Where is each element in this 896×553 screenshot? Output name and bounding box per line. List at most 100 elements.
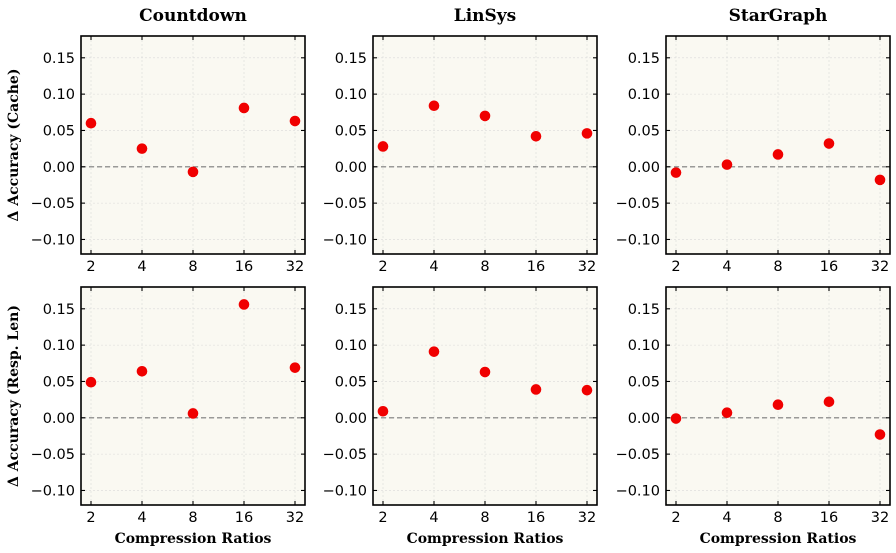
panel-r0c1-point-32 — [581, 128, 593, 139]
panel-r0c1-point-8 — [479, 110, 491, 122]
panel-r1c2-ytick-label: 0.00 — [628, 411, 660, 427]
panel-r1c2-ytick-label: 0.10 — [628, 338, 660, 354]
panel-r0c0-ytick-label: 0.15 — [43, 51, 75, 67]
panel-r1c1-point-16 — [530, 384, 542, 395]
panel-r1c2-ytick-label: 0.15 — [628, 302, 660, 318]
panel-r0c0-ytick-label: −0.05 — [31, 196, 75, 212]
panel-r1c0-xtick-label: 2 — [86, 510, 95, 526]
panel-r0c2-point-2 — [670, 167, 682, 178]
panel-r0c2-xtick-label: 2 — [671, 259, 680, 275]
panel-r0c2-xtick-label: 4 — [722, 259, 731, 275]
panel-r1c1-ytick-label: 0.00 — [335, 411, 367, 427]
panel-r0c0-xtick-label: 16 — [235, 259, 253, 275]
panel-r0c0-point-16 — [238, 102, 250, 114]
panel-r1c1-ytick-label: 0.05 — [335, 374, 367, 390]
panel-r0c0-xtick-label: 32 — [286, 259, 304, 275]
x-label-col-1: Compression Ratios — [115, 531, 272, 547]
panel-r0c0-ytick-label: 0.10 — [43, 87, 75, 103]
panel-r1c1-xtick-label: 16 — [527, 510, 545, 526]
panel-r1c1-point-4 — [428, 346, 440, 357]
panel-r1c1-point-2 — [377, 405, 389, 417]
panel-r1c1-xtick-label: 4 — [429, 510, 438, 526]
panel-r0c2-xtick-label: 8 — [773, 259, 782, 275]
panel-r1c0-xtick-label: 32 — [286, 510, 304, 526]
panel-r0c1-ytick-label: −0.05 — [323, 196, 367, 212]
panel-r1c2-xtick-label: 4 — [722, 510, 731, 526]
column-title-countdown: Countdown — [139, 6, 247, 26]
panel-r1c2-point-16 — [823, 396, 835, 408]
panel-r1c0-xtick-label: 8 — [188, 510, 197, 526]
panel-r0c1-point-16 — [530, 130, 542, 142]
panel-r1c0-point-4 — [136, 365, 148, 377]
panel-r1c1-ytick-label: 0.10 — [335, 338, 367, 354]
panel-r0c1-ytick-label: 0.10 — [335, 87, 367, 103]
panel-r1c2-point-2 — [670, 413, 682, 424]
panel-r0c0-point-2 — [85, 117, 97, 129]
panel-r1c1-ytick-label: −0.10 — [323, 483, 367, 499]
panel-r0c2-point-32 — [874, 174, 886, 186]
panel-r1c0-ytick-label: −0.10 — [31, 483, 75, 499]
panel-r1c2-ytick-label: −0.10 — [616, 483, 660, 499]
panel-r1c2-point-32 — [874, 429, 886, 440]
panel-r0c1-ytick-label: 0.00 — [335, 160, 367, 176]
panel-r0c2-ytick-label: 0.05 — [628, 123, 660, 139]
panel-r1c0-xtick-label: 4 — [137, 510, 146, 526]
panel-r0c2-ytick-label: 0.15 — [628, 51, 660, 67]
panel-r0c0-xtick-label: 4 — [137, 259, 146, 275]
panel-r1c0-ytick-label: 0.05 — [43, 374, 75, 390]
panel-r1c1-ytick-label: −0.05 — [323, 447, 367, 463]
row-ylabel-cache: Δ Accuracy (Cache) — [6, 69, 22, 222]
panel-r0c0-point-8 — [187, 166, 199, 178]
x-label-col-3: Compression Ratios — [700, 531, 857, 547]
panel-r0c0-point-32 — [289, 115, 301, 127]
panel-r1c0-point-8 — [187, 408, 199, 419]
panel-r1c1-point-32 — [581, 384, 593, 396]
panel-r1c0-ytick-label: −0.05 — [31, 447, 75, 463]
panel-r0c2-xtick-label: 16 — [820, 259, 838, 275]
layer-ticks: 0.15 0.10 0.05 0.00 −0.05 −0.10 2 4 8 16 32 0.15 0.1… — [31, 36, 890, 526]
panel-r0c1-ytick-label: 0.15 — [335, 51, 367, 67]
panel-r1c2-xtick-label: 16 — [820, 510, 838, 526]
panel-r1c1-xtick-label: 2 — [378, 510, 387, 526]
panel-r0c2-point-8 — [772, 149, 784, 160]
panel-r1c1-xtick-label: 8 — [480, 510, 489, 526]
panel-r1c2-ytick-label: 0.05 — [628, 374, 660, 390]
panel-r1c2-xtick-label: 2 — [671, 510, 680, 526]
panel-r0c0-xtick-label: 2 — [86, 259, 95, 275]
panel-r0c1-xtick-label: 2 — [378, 259, 387, 275]
panel-r0c1-ytick-label: 0.05 — [335, 123, 367, 139]
panel-r0c0-ytick-label: 0.05 — [43, 123, 75, 139]
layer-points — [85, 100, 886, 440]
panel-r0c1-xtick-label: 16 — [527, 259, 545, 275]
panel-r1c0-ytick-label: 0.00 — [43, 411, 75, 427]
panel-r1c1-xtick-label: 32 — [578, 510, 596, 526]
panel-r0c0-xtick-label: 8 — [188, 259, 197, 275]
panel-r0c1-xtick-label: 4 — [429, 259, 438, 275]
panel-r1c0-ytick-label: 0.15 — [43, 302, 75, 318]
x-label-col-2: Compression Ratios — [407, 531, 564, 547]
panel-r1c2-xtick-label: 32 — [871, 510, 889, 526]
panel-r1c2-ytick-label: −0.05 — [616, 447, 660, 463]
panel-r0c1-ytick-label: −0.10 — [323, 232, 367, 248]
panel-r0c2-ytick-label: −0.10 — [616, 232, 660, 248]
panel-r1c0-point-16 — [238, 299, 250, 310]
panel-r0c2-ytick-label: 0.10 — [628, 87, 660, 103]
panel-r0c1-xtick-label: 32 — [578, 259, 596, 275]
panel-r0c0-ytick-label: 0.00 — [43, 160, 75, 176]
panel-r0c2-ytick-label: −0.05 — [616, 196, 660, 212]
panel-r1c1-ytick-label: 0.15 — [335, 302, 367, 318]
panel-r0c1-point-2 — [377, 141, 389, 152]
panel-r0c1-point-4 — [428, 100, 440, 112]
panel-r0c2-point-16 — [823, 138, 835, 149]
panel-r1c2-point-4 — [721, 407, 733, 419]
panel-r1c2-xtick-label: 8 — [773, 510, 782, 526]
panel-r1c0-point-2 — [85, 376, 97, 388]
panel-r0c0-ytick-label: −0.10 — [31, 232, 75, 248]
panel-r1c0-ytick-label: 0.10 — [43, 338, 75, 354]
panel-r1c2-point-8 — [772, 399, 784, 411]
panel-r0c2-xtick-label: 32 — [871, 259, 889, 275]
layer-gridlines — [81, 36, 890, 505]
panel-r1c0-xtick-label: 16 — [235, 510, 253, 526]
panel-r1c1-point-8 — [479, 366, 491, 378]
